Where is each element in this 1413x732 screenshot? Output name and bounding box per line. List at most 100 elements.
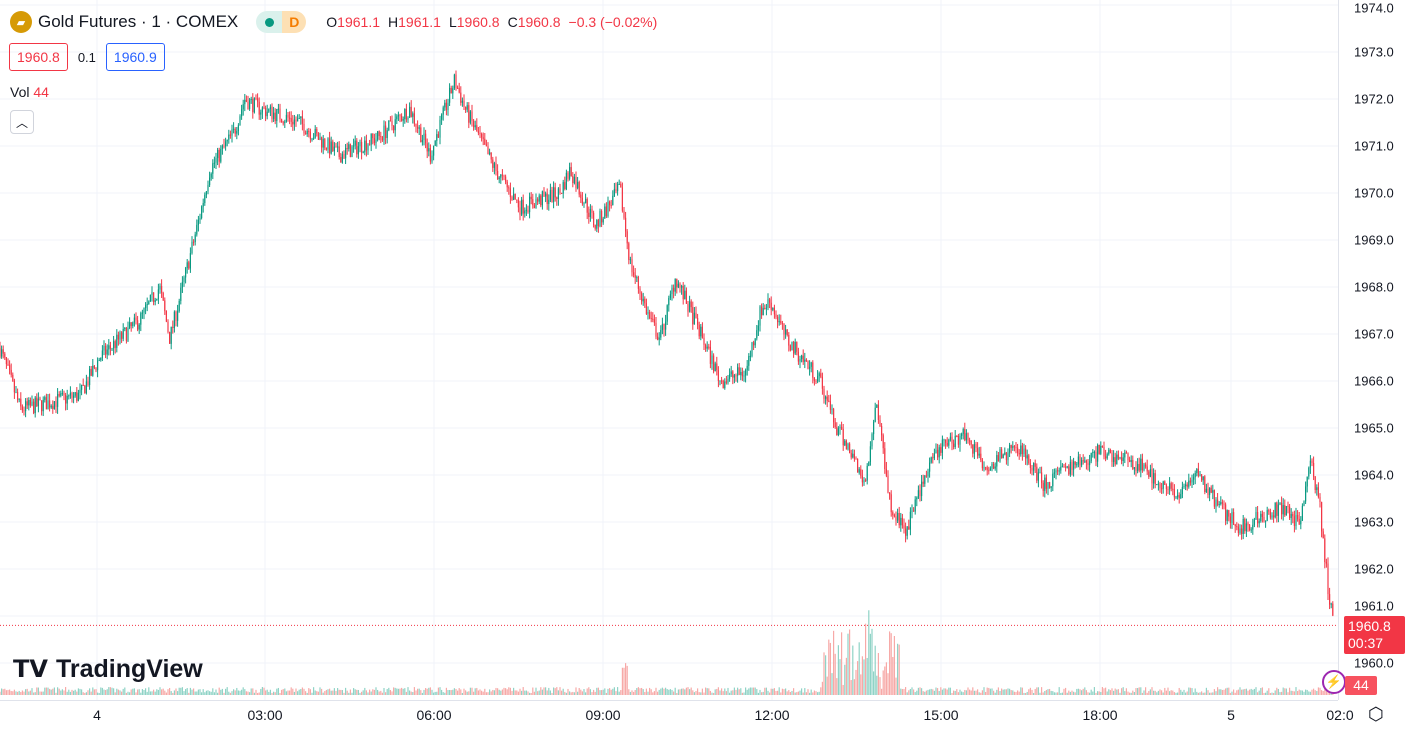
volume-bar: [567, 688, 569, 695]
volume-bar: [922, 691, 924, 695]
volume-bar: [15, 691, 17, 695]
price-chart[interactable]: [0, 0, 1338, 700]
volume-bar: [1042, 692, 1044, 695]
volume-bar: [337, 688, 339, 695]
settings-icon[interactable]: ⬡: [1368, 704, 1384, 724]
volume-bar: [5, 690, 7, 695]
time-axis[interactable]: 4 03:00 06:00 09:00 12:00 15:00 18:00 5 02:0: [0, 700, 1354, 732]
volume-bar: [719, 690, 721, 695]
volume-bar: [1191, 688, 1193, 695]
candle-body: [858, 469, 860, 473]
volume-bar: [1137, 688, 1139, 695]
market-status[interactable]: D: [256, 11, 307, 33]
volume-bar: [2, 689, 4, 695]
volume-bar: [1266, 690, 1268, 695]
candle-body: [994, 466, 996, 469]
candle-body: [721, 380, 723, 382]
candle-body: [447, 102, 449, 111]
volume-bar: [669, 689, 671, 695]
candle-body: [5, 357, 7, 365]
candle-body: [849, 443, 851, 454]
candle-body: [617, 184, 619, 192]
volume-bar: [658, 689, 660, 695]
volume-bar: [1129, 692, 1131, 695]
candle-body: [1125, 452, 1127, 454]
volume-bar: [663, 688, 665, 695]
candle-body: [1281, 502, 1283, 515]
candle-body: [468, 105, 470, 123]
volume-bar: [207, 690, 209, 695]
volume-bar: [124, 687, 126, 695]
volume-bar: [1143, 690, 1145, 695]
candle-body: [897, 512, 899, 521]
volume-bar: [951, 692, 953, 695]
candle-body: [852, 453, 854, 458]
candle-body: [1076, 464, 1078, 466]
candle-body: [332, 141, 334, 151]
candle-body: [249, 99, 251, 109]
candle-body: [626, 231, 628, 244]
volume-bar: [983, 687, 985, 695]
candle-body: [924, 475, 926, 484]
candle-body: [541, 191, 543, 206]
volume-bar: [1101, 687, 1103, 695]
volume-bar: [1241, 689, 1243, 695]
change: −0.3 (−0.02%): [568, 14, 658, 30]
volume-bar: [421, 692, 423, 695]
volume-bar: [249, 692, 251, 695]
volume-bar: [1233, 689, 1235, 695]
candle-body: [826, 396, 828, 401]
volume-bar: [245, 691, 247, 695]
volume-bar: [820, 687, 822, 695]
symbol-title[interactable]: Gold Futures · 1 · COMEX: [38, 12, 239, 31]
volume-bar: [1033, 692, 1035, 695]
candle-body: [893, 515, 895, 517]
volume-bar: [343, 692, 345, 695]
candle-body: [204, 194, 206, 204]
candle-body: [39, 398, 41, 401]
candle-body: [1189, 480, 1191, 483]
candle-body: [201, 206, 203, 218]
volume-bar: [495, 687, 497, 695]
volume-bar: [181, 687, 183, 695]
candle-body: [396, 116, 398, 120]
candle-body: [277, 108, 279, 110]
lightning-icon[interactable]: ⚡: [1322, 670, 1346, 694]
volume-bar: [49, 688, 51, 695]
volume-bar: [1308, 691, 1310, 695]
candle-body: [1277, 504, 1279, 516]
candle-body: [1037, 472, 1039, 481]
candle-body: [247, 101, 249, 109]
volume-bar: [1069, 691, 1071, 695]
candle-body: [410, 106, 412, 117]
volume-bar: [884, 666, 886, 695]
sell-button[interactable]: 1960.8: [9, 43, 68, 71]
buy-button[interactable]: 1960.9: [105, 43, 165, 71]
volume-bar: [1218, 689, 1220, 695]
volume-bar: [335, 690, 337, 695]
candle-body: [413, 113, 415, 124]
candle-body: [194, 234, 196, 242]
volume-bar: [4, 688, 6, 695]
candle-body: [650, 318, 652, 320]
volume-bar: [917, 687, 919, 695]
volume-bar: [1047, 689, 1049, 695]
volume-bar: [431, 689, 433, 695]
volume-bar: [1146, 692, 1148, 695]
volume-bar: [1188, 687, 1190, 695]
candle-body: [335, 146, 337, 148]
candle-body: [98, 360, 100, 362]
volume-bar: [397, 688, 399, 695]
volume-bar: [265, 690, 267, 695]
price-axis[interactable]: 1960.0 1961.0 1962.0 1963.0 1964.0 1965.0 1966…: [1338, 0, 1413, 700]
candle-body: [226, 139, 228, 142]
volume-bar: [908, 690, 910, 695]
candle-body: [577, 182, 579, 189]
volume-bar: [484, 688, 486, 695]
chevron-up-icon[interactable]: ︿: [10, 110, 34, 134]
volume-bar: [37, 687, 39, 695]
candle-body: [889, 492, 891, 495]
volume-bar: [378, 691, 380, 695]
volume-bar: [577, 691, 579, 695]
candle-body: [1109, 449, 1111, 453]
